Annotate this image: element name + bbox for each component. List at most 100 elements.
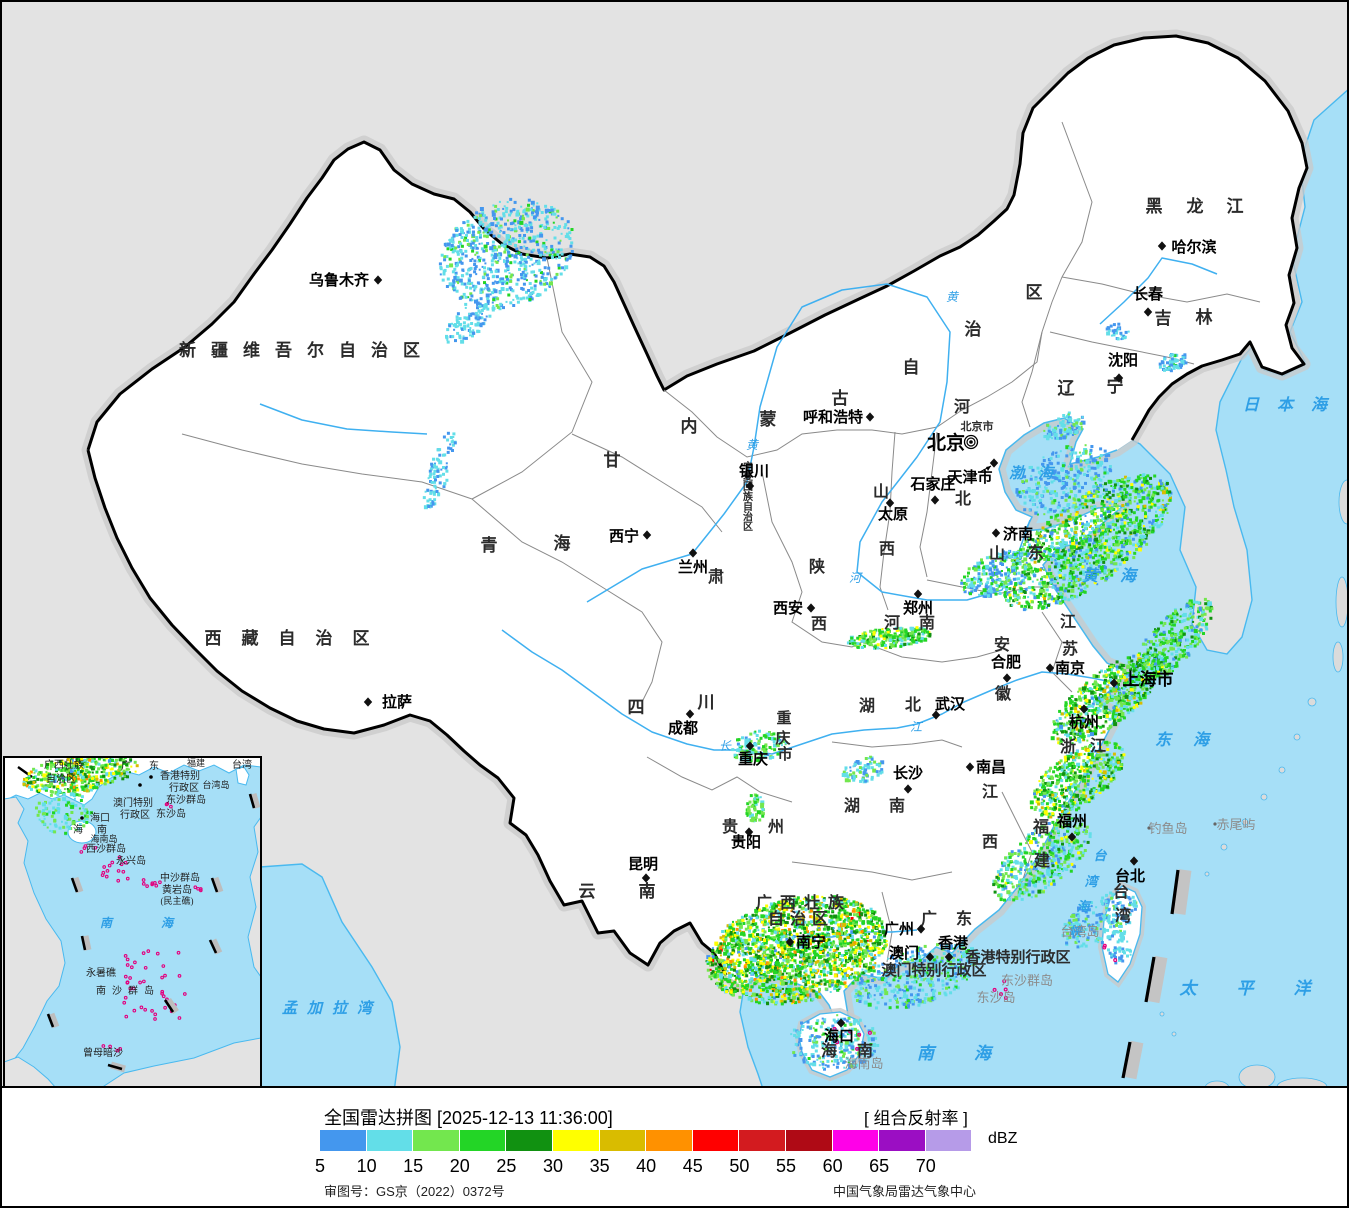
radar-echo-pixel [1035,851,1039,855]
radar-echo-pixel [997,584,1001,588]
radar-echo-pixel [1046,464,1050,467]
radar-echo-pixel [1144,665,1148,669]
radar-echo-pixel [1041,864,1046,869]
radar-echo-pixel [479,214,483,218]
radar-echo-pixel [468,242,472,247]
radar-echo-pixel [1101,508,1105,512]
radar-echo-pixel [859,956,863,960]
radar-echo-pixel [1096,465,1100,469]
radar-echo-pixel [455,278,459,282]
radar-echo-pixel [988,555,992,559]
radar-echo-pixel [536,243,540,247]
radar-echo-pixel [1029,496,1033,500]
radar-echo-pixel [985,582,988,586]
radar-echo-pixel [1021,855,1025,859]
radar-echo-pixel [546,272,550,276]
radar-echo-pixel [1130,521,1134,525]
radar-echo-pixel [997,870,1001,874]
radar-echo-pixel [1062,590,1065,593]
radar-echo-pixel [810,988,814,992]
radar-echo-pixel [1039,546,1042,550]
radar-echo-pixel [1029,840,1033,845]
radar-echo-pixel [1110,896,1114,900]
radar-echo-pixel [519,217,523,221]
radar-echo-pixel [982,565,986,569]
radar-echo-pixel [459,250,463,254]
radar-echo-pixel [1065,470,1068,473]
radar-echo-pixel [1046,520,1051,525]
radar-echo-pixel [1137,529,1141,533]
radar-echo-pixel [1050,578,1054,582]
radar-echo-pixel [506,259,509,263]
radar-echo-pixel [487,224,491,228]
radar-echo-pixel [1178,636,1182,640]
radar-echo-pixel [459,260,463,264]
radar-echo-pixel [1142,654,1146,658]
radar-echo-pixel [1115,660,1119,664]
radar-echo-pixel [1201,623,1205,627]
radar-echo-pixel [1071,505,1075,509]
radar-echo-pixel [1113,483,1117,487]
radar-echo-pixel [1139,486,1143,490]
radar-echo-pixel [1073,552,1077,556]
radar-echo-pixel [1156,492,1160,496]
radar-echo-pixel [1086,774,1090,778]
radar-echo-pixel [1053,584,1057,588]
radar-echo-pixel [1162,632,1166,636]
radar-echo-pixel [468,312,471,315]
radar-echo-pixel [1101,517,1105,521]
radar-echo-pixel [1091,556,1095,560]
radar-echo-pixel [1122,716,1126,720]
radar-echo-pixel [467,279,471,283]
radar-echo-pixel [1056,505,1060,509]
radar-echo-pixel [1091,688,1094,691]
radar-echo-pixel [496,297,500,301]
radar-echo-pixel [1095,683,1099,687]
radar-echo-pixel [466,324,470,328]
radar-echo-pixel [1154,629,1158,633]
radar-echo-pixel [1049,835,1053,839]
radar-echo-pixel [1059,876,1063,880]
radar-echo-pixel [485,225,489,229]
radar-echo-pixel [1086,562,1088,565]
radar-echo-pixel [548,252,551,255]
radar-echo-pixel [1119,759,1122,762]
radar-echo-pixel [1104,775,1107,777]
radar-echo-pixel [1165,637,1168,640]
radar-echo-pixel [1040,578,1043,580]
radar-echo-pixel [1054,559,1057,562]
radar-echo-pixel [1043,534,1047,538]
radar-echo-pixel [1086,938,1090,941]
radar-echo-pixel [1121,916,1125,921]
radar-echo-pixel [426,488,430,492]
radar-echo-pixel [519,220,524,225]
radar-echo-pixel [1179,654,1184,659]
radar-echo-pixel [1062,769,1066,773]
radar-echo-pixel [539,232,543,235]
radar-echo-pixel [1008,897,1012,901]
radar-echo-pixel [497,245,501,249]
radar-echo-pixel [1106,727,1110,731]
radar-echo-pixel [1086,474,1089,477]
radar-echo-pixel [557,248,561,252]
radar-echo-pixel [1036,543,1040,547]
radar-echo-pixel [1106,500,1109,503]
radar-echo-pixel [1078,705,1082,709]
radar-echo-pixel [1126,552,1130,556]
radar-echo-pixel [551,250,555,254]
radar-echo-pixel [1012,563,1016,567]
radar-echo-pixel [1123,700,1126,703]
radar-echo-pixel [500,217,503,221]
radar-echo-pixel [1056,733,1059,736]
radar-echo-pixel [1123,684,1127,688]
radar-echo-pixel [998,592,1002,595]
radar-echo-pixel [1081,735,1085,739]
radar-echo-pixel [1059,845,1062,849]
radar-echo-pixel [570,250,574,253]
radar-echo-pixel [1047,822,1051,825]
radar-echo-pixel [1107,763,1109,766]
radar-echo-pixel [432,457,435,461]
radar-echo-pixel [1086,783,1090,786]
radar-echo-pixel [1017,849,1021,853]
radar-echo-pixel [476,304,479,307]
